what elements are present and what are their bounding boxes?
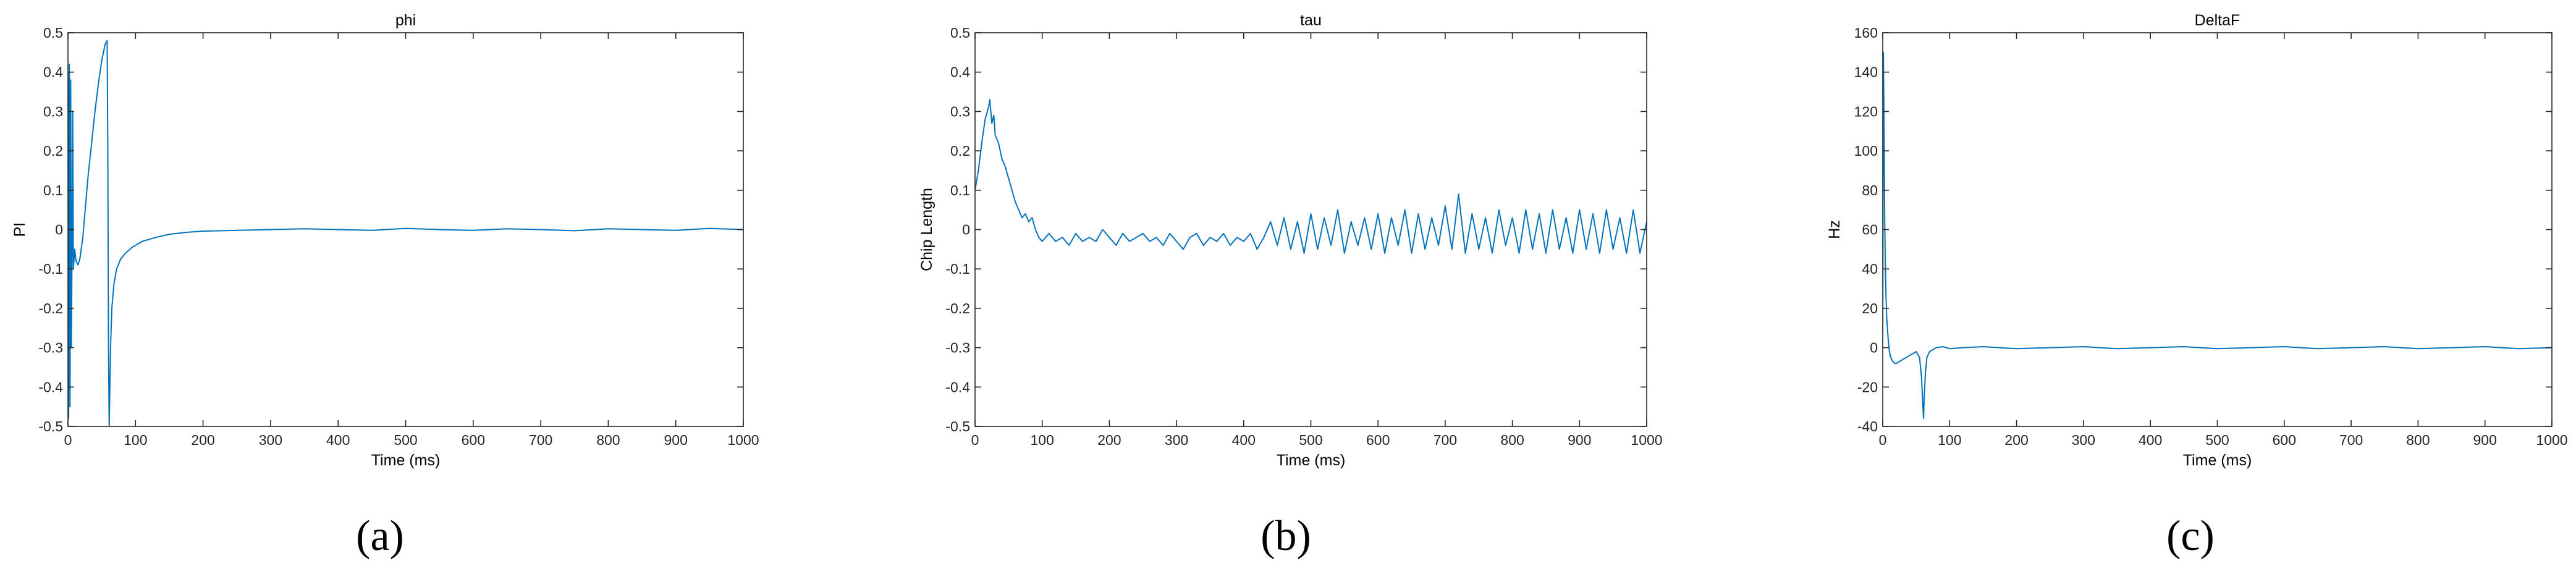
y-tick-label: -0.4 xyxy=(38,379,63,395)
y-tick-label: -0.3 xyxy=(945,340,970,356)
x-tick-label: 300 xyxy=(2072,432,2095,448)
panel-caption: (c) xyxy=(2166,512,2215,560)
chart-panel-3: 0 100 200 300 400 500 600 700 800 900 1000 -40 -20 0 2… xyxy=(1826,12,2568,560)
y-tick-label: 0.5 xyxy=(950,25,970,41)
y-axis-label: Hz xyxy=(1826,220,1843,239)
y-tick-label: 160 xyxy=(1854,25,1878,41)
axes-frame xyxy=(974,32,1647,427)
axes-frame xyxy=(1882,32,2553,427)
x-tick-label: 800 xyxy=(2406,432,2430,448)
panel-caption: (b) xyxy=(1261,512,1311,560)
x-tick-label: 0 xyxy=(971,432,979,448)
chart-panel-2: 0 100 200 300 400 500 600 700 800 900 1000 -0.5 -0.4… xyxy=(918,12,1663,560)
y-tick-label: 0.3 xyxy=(43,103,63,119)
y-tick-label: 60 xyxy=(1862,222,1878,238)
x-tick-label: 800 xyxy=(596,432,620,448)
y-tick-label: 0.3 xyxy=(950,103,970,119)
y-tick-label: -20 xyxy=(1857,379,1878,395)
y-tick-label: -0.4 xyxy=(945,379,970,395)
x-tick-label: 1000 xyxy=(1631,432,1662,448)
y-tick-label: -40 xyxy=(1857,418,1878,434)
y-tick-label: 0.1 xyxy=(950,182,970,198)
x-tick-label: 500 xyxy=(394,432,417,448)
y-tick-label: -0.1 xyxy=(945,261,970,277)
x-tick-label: 100 xyxy=(1938,432,1961,448)
x-tick-label: 400 xyxy=(1232,432,1256,448)
x-tick-label: 400 xyxy=(326,432,350,448)
x-tick-label: 300 xyxy=(259,432,282,448)
y-tick-label: 20 xyxy=(1862,300,1878,316)
chart-title: DeltaF xyxy=(2195,12,2240,29)
x-axis-label: Time (ms) xyxy=(2183,452,2252,469)
y-tick-label: 80 xyxy=(1862,182,1878,198)
y-axis-label: PI xyxy=(11,222,28,237)
y-tick-label: -0.5 xyxy=(945,418,970,434)
chart-title: tau xyxy=(1300,12,1322,29)
chart-title: phi xyxy=(395,12,416,29)
y-tick-label: 120 xyxy=(1854,103,1878,119)
series-line xyxy=(1883,51,2552,420)
y-tick-label: 0 xyxy=(55,222,63,238)
y-tick-label: 0 xyxy=(962,222,970,238)
x-tick-label: 400 xyxy=(2139,432,2162,448)
x-tick-label: 0 xyxy=(64,432,72,448)
y-axis-label: Chip Length xyxy=(918,188,935,271)
x-tick-label: 700 xyxy=(2339,432,2363,448)
x-tick-label: 900 xyxy=(2473,432,2497,448)
x-tick-label: 700 xyxy=(529,432,552,448)
x-tick-label: 100 xyxy=(124,432,147,448)
y-tick-label: 0.4 xyxy=(950,64,970,80)
x-tick-label: 0 xyxy=(1879,432,1887,448)
x-tick-label: 200 xyxy=(1097,432,1121,448)
y-tick-label: 0 xyxy=(1870,340,1878,356)
x-tick-label: 200 xyxy=(191,432,214,448)
x-tick-label: 700 xyxy=(1434,432,1457,448)
y-tick-label: 0.1 xyxy=(43,182,63,198)
y-tick-label: 100 xyxy=(1854,143,1878,159)
x-tick-label: 500 xyxy=(2205,432,2229,448)
y-tick-label: 0.2 xyxy=(950,143,970,159)
y-tick-label: 0.5 xyxy=(43,25,63,41)
x-axis-label: Time (ms) xyxy=(1277,452,1346,469)
y-tick-label: -0.2 xyxy=(945,300,970,316)
y-tick-label: -0.3 xyxy=(38,340,63,356)
y-tick-label: -0.5 xyxy=(38,418,63,434)
x-axis-label: Time (ms) xyxy=(371,452,441,469)
x-tick-label: 1000 xyxy=(727,432,759,448)
y-tick-label: 0.4 xyxy=(43,64,63,80)
x-tick-label: 600 xyxy=(1366,432,1390,448)
y-tick-label: 0.2 xyxy=(43,143,63,159)
x-tick-label: 100 xyxy=(1031,432,1054,448)
panel-caption: (a) xyxy=(356,512,404,560)
y-tick-label: -0.1 xyxy=(38,261,63,277)
x-tick-label: 1000 xyxy=(2536,432,2567,448)
chart-panel-1: 0 100 200 300 400 500 600 700 800 900 1000 -0.5 -0.4… xyxy=(11,12,759,560)
x-tick-label: 800 xyxy=(1500,432,1524,448)
x-tick-label: 600 xyxy=(2273,432,2296,448)
y-tick-label: -0.2 xyxy=(38,300,63,316)
x-tick-label: 500 xyxy=(1299,432,1322,448)
y-tick-label: 40 xyxy=(1862,261,1878,277)
x-tick-label: 200 xyxy=(2004,432,2028,448)
x-tick-label: 900 xyxy=(664,432,688,448)
series-line xyxy=(975,99,1647,254)
series-line xyxy=(68,40,743,426)
x-tick-label: 900 xyxy=(1568,432,1591,448)
x-tick-label: 600 xyxy=(462,432,485,448)
x-tick-label: 300 xyxy=(1165,432,1188,448)
y-tick-label: 140 xyxy=(1854,64,1878,80)
